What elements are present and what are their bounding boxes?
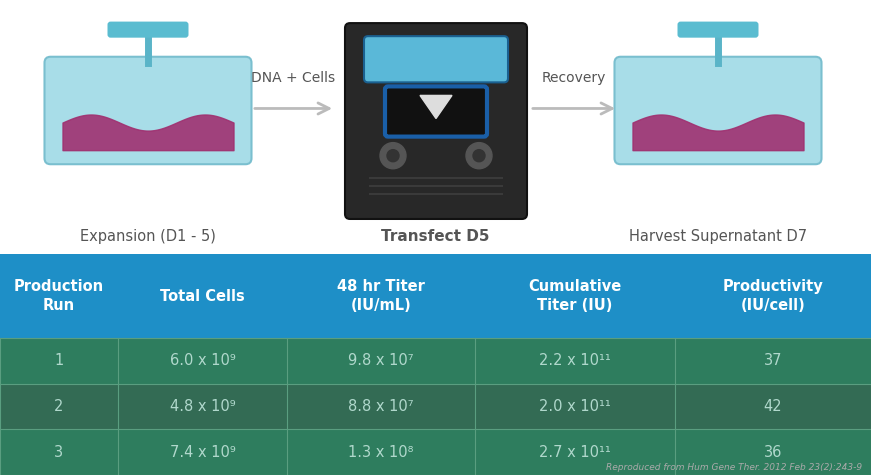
Text: 4.8 x 10⁹: 4.8 x 10⁹ (170, 399, 235, 414)
FancyBboxPatch shape (615, 57, 821, 164)
FancyBboxPatch shape (345, 23, 527, 219)
Text: Recovery: Recovery (542, 71, 606, 86)
Text: Reproduced from Hum Gene Ther. 2012 Feb 23(2):243-9: Reproduced from Hum Gene Ther. 2012 Feb … (606, 463, 862, 472)
FancyBboxPatch shape (385, 86, 487, 137)
Text: 3: 3 (54, 445, 64, 460)
Text: 2.7 x 10¹¹: 2.7 x 10¹¹ (539, 445, 611, 460)
Text: Expansion (D1 - 5): Expansion (D1 - 5) (80, 228, 216, 244)
Text: 8.8 x 10⁷: 8.8 x 10⁷ (348, 399, 414, 414)
Text: 2.0 x 10¹¹: 2.0 x 10¹¹ (539, 399, 611, 414)
Text: 2.2 x 10¹¹: 2.2 x 10¹¹ (539, 353, 611, 369)
FancyBboxPatch shape (107, 21, 188, 38)
Text: 42: 42 (764, 399, 782, 414)
Circle shape (387, 150, 399, 162)
Circle shape (380, 142, 406, 169)
Text: 2: 2 (54, 399, 64, 414)
Text: Total Cells: Total Cells (160, 289, 245, 304)
Polygon shape (420, 95, 452, 119)
Text: 48 hr Titer
(IU/mL): 48 hr Titer (IU/mL) (337, 279, 425, 313)
Text: 1: 1 (54, 353, 64, 369)
Text: Cumulative
Titer (IU): Cumulative Titer (IU) (528, 279, 622, 313)
Bar (0, 384, 871, 429)
Text: 7.4 x 10⁹: 7.4 x 10⁹ (170, 445, 235, 460)
Text: Productivity
(IU/cell): Productivity (IU/cell) (723, 279, 823, 313)
Text: Harvest Supernatant D7: Harvest Supernatant D7 (629, 228, 807, 244)
Text: Production
Run: Production Run (14, 279, 104, 313)
Circle shape (473, 150, 485, 162)
FancyBboxPatch shape (364, 36, 508, 82)
Circle shape (466, 142, 492, 169)
Text: 6.0 x 10⁹: 6.0 x 10⁹ (170, 353, 235, 369)
Bar (0, 429, 871, 475)
Text: 37: 37 (764, 353, 782, 369)
Text: 9.8 x 10⁷: 9.8 x 10⁷ (348, 353, 414, 369)
Bar (0, 254, 871, 338)
Text: Transfect D5: Transfect D5 (381, 228, 490, 244)
FancyBboxPatch shape (44, 57, 252, 164)
FancyBboxPatch shape (678, 21, 759, 38)
Text: 1.3 x 10⁸: 1.3 x 10⁸ (348, 445, 414, 460)
Text: DNA + Cells: DNA + Cells (251, 71, 335, 86)
Text: 36: 36 (764, 445, 782, 460)
Bar (0, 338, 871, 384)
